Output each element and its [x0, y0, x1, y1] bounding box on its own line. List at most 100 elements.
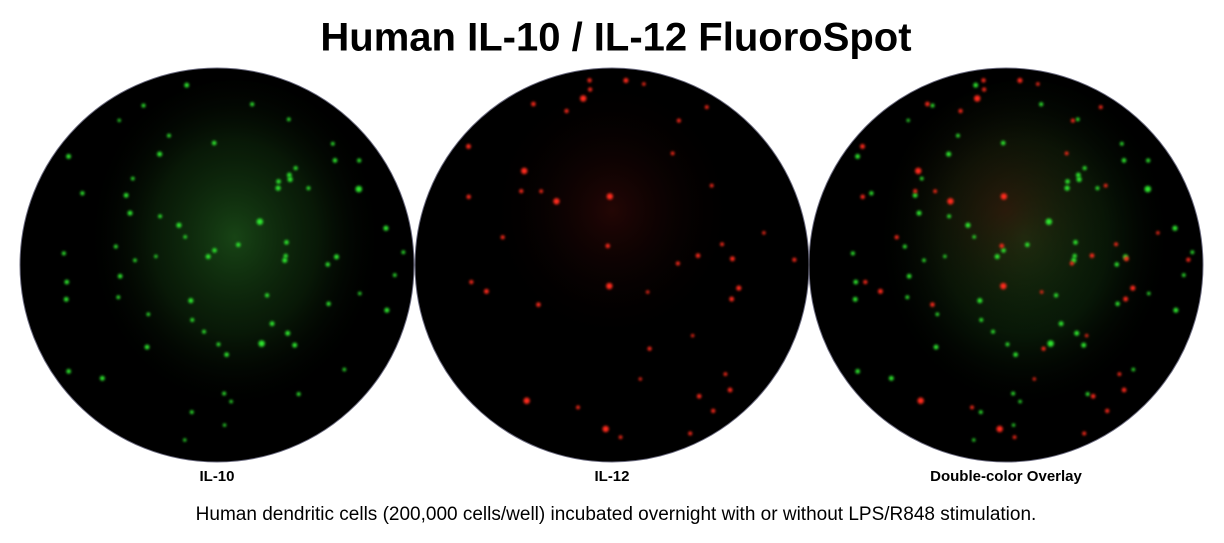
spot [1075, 117, 1080, 122]
spot [894, 235, 899, 240]
spot [618, 435, 623, 439]
spot [519, 189, 524, 194]
spot [154, 254, 158, 259]
spot [157, 151, 163, 157]
spot [202, 329, 206, 334]
spot [61, 251, 66, 256]
spot [869, 191, 874, 196]
title: Human IL-10 / IL-12 FluoroSpot [320, 16, 911, 60]
spot [1123, 256, 1129, 262]
spot [1011, 423, 1016, 427]
spot [1146, 158, 1151, 163]
spot [357, 158, 362, 163]
spot [727, 387, 733, 393]
spot [729, 296, 735, 302]
spot [688, 431, 693, 436]
spot [853, 279, 859, 285]
spot [536, 302, 541, 307]
spot [144, 344, 150, 350]
spot [720, 242, 724, 247]
spot [606, 282, 613, 290]
panel-label: IL-10 [199, 468, 234, 485]
spot [996, 425, 1003, 433]
spot [1121, 158, 1127, 163]
spot [1017, 78, 1023, 83]
panel-label: IL-12 [594, 468, 629, 485]
spot [919, 176, 924, 181]
spot [917, 397, 924, 404]
spot [863, 279, 868, 285]
panel-label: Double-color Overlay [930, 468, 1082, 485]
spot [602, 425, 609, 433]
spot [647, 346, 652, 351]
spot [383, 225, 389, 231]
spot [1173, 307, 1179, 313]
spot [1144, 185, 1151, 193]
spot [947, 198, 954, 205]
spot [1114, 242, 1118, 247]
spot [695, 253, 701, 258]
spot [296, 392, 301, 396]
spot [539, 189, 543, 194]
spot [1117, 372, 1122, 376]
spot [1000, 282, 1007, 290]
spot [972, 438, 976, 442]
spot [117, 118, 121, 122]
spot [401, 250, 406, 255]
spot [286, 117, 291, 122]
spot [99, 375, 105, 381]
spot [1074, 330, 1080, 336]
spot [358, 291, 362, 296]
spot [935, 312, 940, 317]
spot [190, 318, 195, 322]
spot [1119, 141, 1124, 146]
spot [167, 133, 171, 138]
spot [250, 102, 255, 107]
spot [1123, 296, 1129, 302]
spot [606, 193, 614, 200]
spot [973, 82, 979, 88]
spot [130, 176, 135, 181]
spot [183, 235, 187, 239]
spot [588, 87, 593, 92]
spot [1045, 218, 1053, 225]
spot [1089, 253, 1095, 258]
spot [645, 290, 650, 294]
spot [117, 273, 123, 279]
spot [1041, 346, 1046, 351]
spot [564, 108, 569, 114]
spot [222, 391, 227, 396]
spot [723, 372, 728, 376]
spot [1082, 431, 1087, 436]
spot [860, 194, 865, 200]
spot [946, 151, 952, 157]
spot [922, 258, 926, 263]
spot [1013, 352, 1018, 357]
spot [176, 222, 182, 228]
spot [1025, 242, 1030, 248]
spot [852, 296, 858, 302]
spot [66, 154, 71, 159]
spot [1131, 367, 1136, 372]
spot [670, 151, 675, 156]
spot [521, 167, 528, 175]
spot [236, 242, 241, 248]
spot [958, 108, 963, 114]
spot [466, 144, 471, 149]
spot [306, 186, 311, 191]
spot [981, 78, 986, 83]
spot [285, 330, 291, 336]
spot [855, 369, 860, 374]
spot [1000, 140, 1006, 146]
spot [1005, 342, 1010, 347]
spot [141, 103, 146, 108]
spot [146, 312, 151, 317]
spot [531, 101, 536, 107]
spot [500, 235, 505, 240]
spot [902, 244, 907, 249]
spot [355, 185, 362, 193]
spot [523, 397, 530, 404]
spot [222, 423, 227, 427]
spot [792, 257, 797, 262]
